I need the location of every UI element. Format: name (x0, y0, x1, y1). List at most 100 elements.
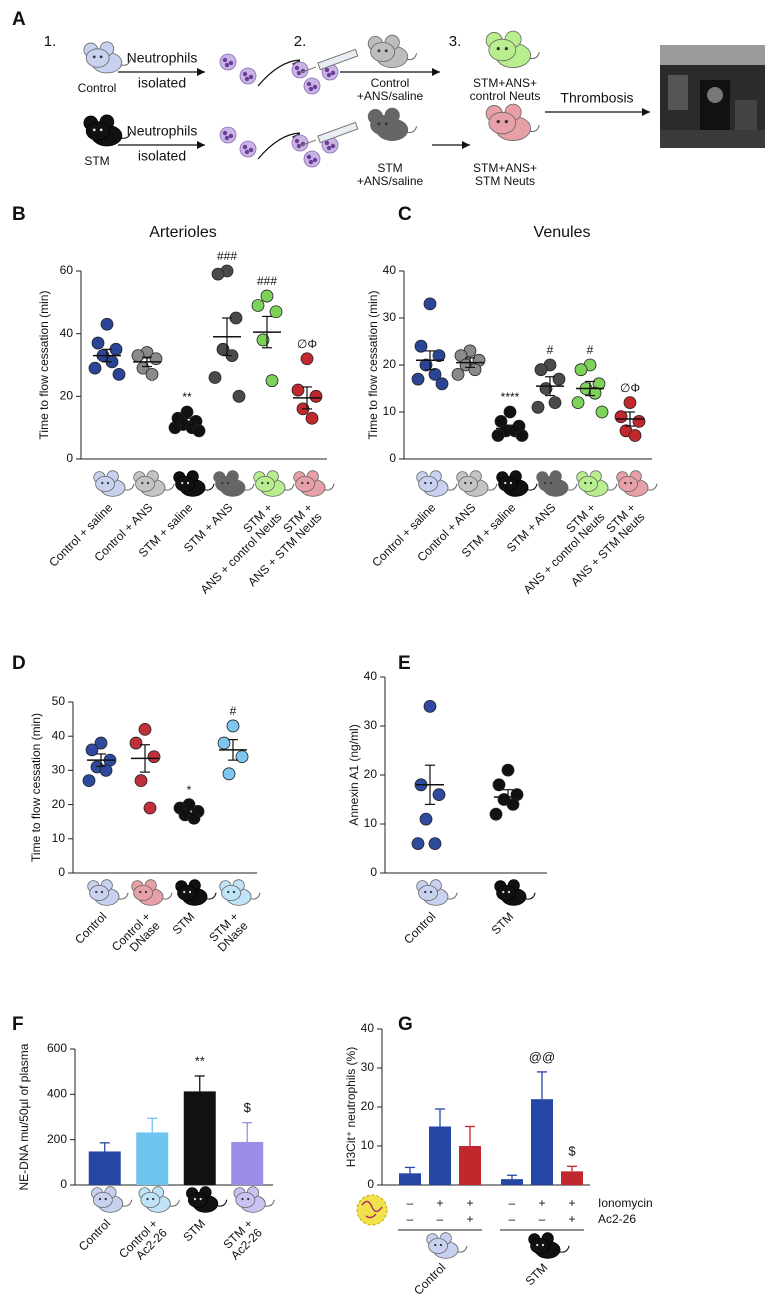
neutrophil-nucleus (294, 138, 300, 144)
neutrophil-icon (239, 67, 257, 85)
mouse-icon (173, 470, 215, 497)
mouse-tail (203, 483, 215, 491)
mouse-icon (367, 34, 418, 69)
condition-sign: + (538, 1196, 545, 1210)
mouse-tail (446, 483, 458, 491)
data-point (291, 383, 305, 397)
mouse-head (488, 38, 517, 62)
mouse-tail (243, 483, 255, 491)
mouse-eye (146, 481, 150, 485)
mouse-head (370, 115, 396, 136)
mouse-icon (496, 470, 538, 497)
bar (531, 1099, 553, 1185)
mouse-head (538, 475, 558, 492)
mouse-tail (216, 1199, 228, 1207)
mouse-icon (293, 470, 335, 497)
mouse-head (418, 885, 439, 902)
mouse-head (618, 475, 638, 492)
mouse-icon (133, 470, 175, 497)
mouse-icon (131, 879, 173, 906)
mouse-tail (249, 892, 261, 900)
data-point (588, 386, 602, 400)
mouse-head (92, 1192, 113, 1209)
y-tick-label: 10 (52, 831, 66, 845)
y-tick-label: 0 (60, 1177, 67, 1191)
mouse-head (418, 475, 439, 492)
y-tick-label: 600 (47, 1041, 67, 1055)
data-point (531, 400, 545, 414)
data-point (414, 339, 428, 353)
neutrophil-nucleus (222, 130, 228, 136)
neutrophil-nucleus (294, 65, 300, 71)
arrow-head (197, 141, 205, 149)
photo (660, 45, 765, 148)
y-tick-label: 10 (361, 1138, 375, 1152)
neutrophil-nucleus (242, 71, 248, 77)
data-point (548, 396, 562, 410)
mouse-eye (429, 481, 433, 485)
mouse-icon (186, 1186, 228, 1213)
mouse-icon (83, 41, 132, 74)
neutrophil-nucleus (330, 143, 336, 149)
data-point (129, 736, 143, 750)
arrow-head (432, 68, 440, 76)
mouse-eye (439, 1243, 443, 1247)
bar (88, 1151, 121, 1185)
endpoint-label: Thrombosis (560, 90, 633, 106)
mouse-head (530, 1238, 550, 1255)
mouse-tail (264, 1199, 275, 1207)
y-tick-label: 0 (58, 865, 65, 879)
net-icon (356, 1194, 388, 1226)
recipient-label: +ANS/saline (357, 89, 424, 103)
mouse-eye (424, 481, 427, 485)
syringe (317, 121, 359, 144)
recipient-label: Control (371, 76, 410, 90)
neutrophil-nucleus (326, 72, 332, 78)
mouse-eye (589, 481, 593, 485)
significance-label: # (547, 343, 554, 357)
mouse-eye (221, 481, 224, 485)
data-point (226, 719, 240, 733)
mouse-head (85, 121, 110, 141)
condition-sign: + (466, 1212, 473, 1226)
data-point (134, 774, 148, 788)
significance-label: ### (217, 249, 237, 263)
mouse-tail (121, 1199, 133, 1207)
chart-title: Venules (534, 224, 591, 241)
mouse-icon (219, 879, 261, 906)
y-tick-label: 30 (52, 763, 66, 777)
data-point (143, 801, 157, 815)
bar (429, 1126, 451, 1185)
mouse-eye (384, 49, 388, 53)
panel-letter: B (12, 204, 26, 225)
net-icon-dna (361, 1200, 383, 1219)
syringe-needle (299, 139, 317, 147)
data-point (574, 363, 588, 377)
y-tick-label: 30 (383, 310, 397, 324)
mouse-tail (606, 483, 618, 491)
mouse-icon (416, 879, 458, 906)
y-tick-label: 10 (364, 816, 378, 830)
data-point (451, 367, 465, 381)
mouse-eye (186, 481, 190, 485)
mouse-head (458, 475, 479, 492)
significance-label: * (187, 783, 192, 797)
mouse-head (488, 111, 517, 135)
y-tick-label: 40 (52, 728, 66, 742)
step-number: 2. (294, 33, 307, 50)
bar (459, 1146, 481, 1185)
mouse-eye (193, 1197, 197, 1201)
neutrophil-icon (303, 150, 321, 168)
neutrophil-nucleus (242, 144, 248, 150)
condition-sign: – (539, 1212, 546, 1226)
mouse-tail (558, 1245, 570, 1253)
data-point (260, 289, 274, 303)
step-number: 1. (44, 33, 57, 50)
mouse-eye (584, 481, 587, 485)
mouse-eye (429, 890, 433, 894)
mouse-icon (138, 1186, 180, 1213)
mouse-eye (146, 1197, 149, 1201)
significance-label: ** (182, 390, 192, 404)
